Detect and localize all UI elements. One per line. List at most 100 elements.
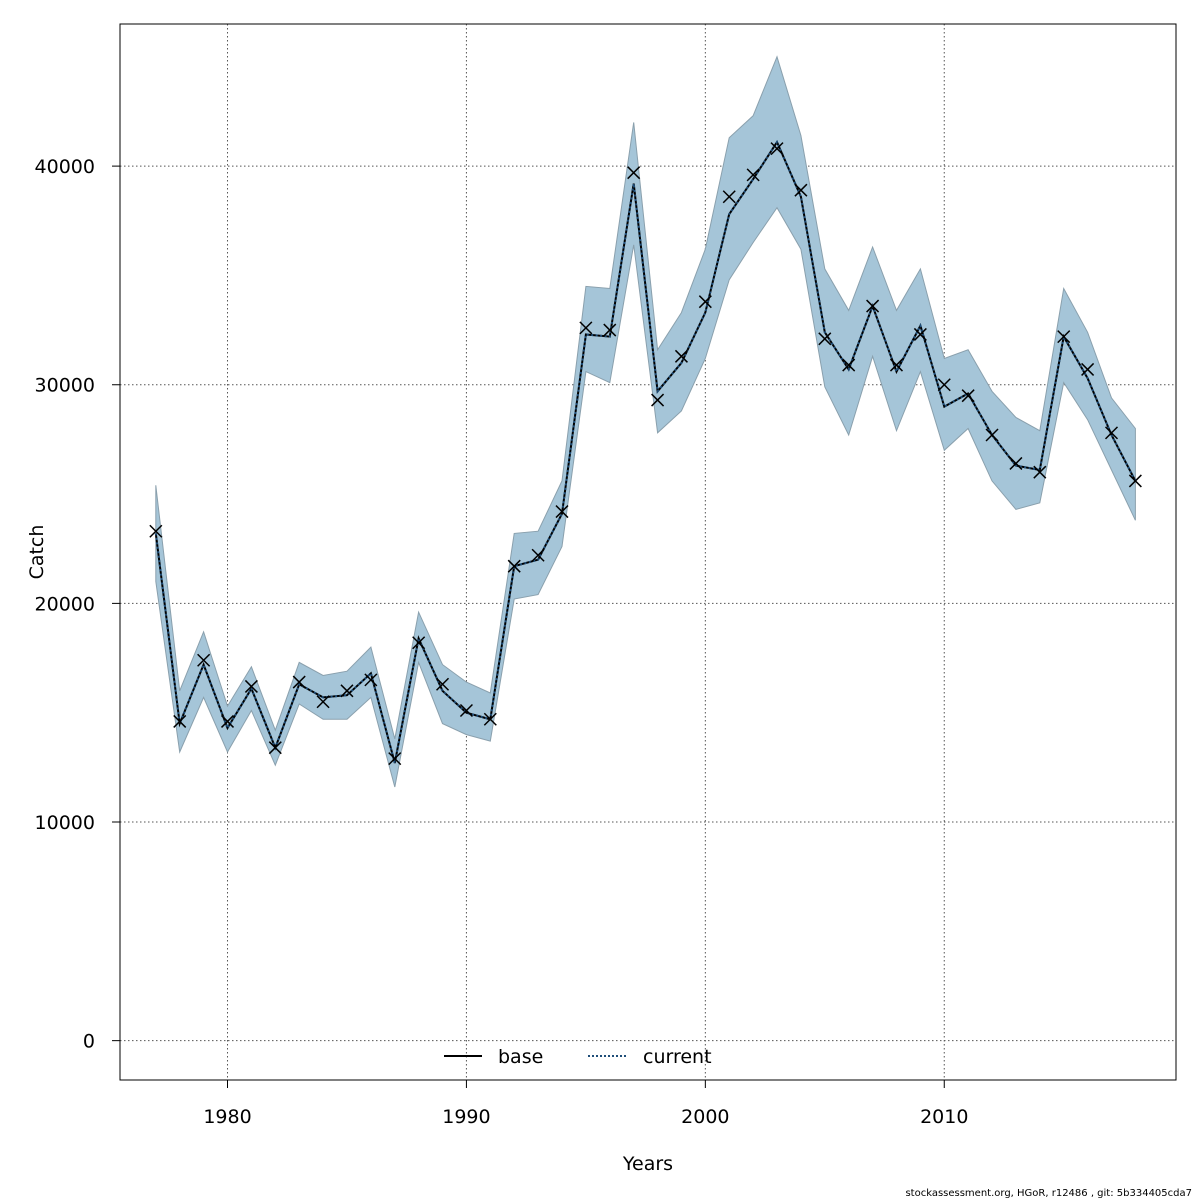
observed-point bbox=[173, 714, 187, 728]
observed-point bbox=[1128, 474, 1142, 488]
observed-point bbox=[985, 428, 999, 442]
observed-point bbox=[149, 524, 163, 538]
observed-point bbox=[244, 679, 258, 693]
observed-point bbox=[913, 327, 927, 341]
observed-point bbox=[220, 714, 235, 728]
observed-point bbox=[1009, 456, 1023, 470]
observed-point bbox=[698, 295, 712, 309]
observed-point-stroke bbox=[483, 712, 497, 726]
observed-point bbox=[627, 166, 641, 180]
observed-point-stroke bbox=[436, 677, 450, 691]
y-tick-label: 40000 bbox=[35, 156, 95, 178]
observed-point bbox=[507, 559, 521, 573]
observed-point-stroke bbox=[1128, 474, 1142, 488]
observed-point-stroke bbox=[746, 168, 760, 182]
y-tick-label: 30000 bbox=[35, 375, 95, 397]
observed-point-stroke bbox=[1081, 362, 1095, 376]
observed-point bbox=[1104, 426, 1119, 440]
observed-point bbox=[316, 695, 330, 709]
observed-point-stroke bbox=[268, 741, 282, 755]
observed-point bbox=[818, 332, 832, 346]
observed-point-stroke bbox=[364, 673, 378, 687]
observed-point-stroke bbox=[244, 679, 258, 693]
observed-point-stroke bbox=[316, 695, 330, 709]
observed-point bbox=[1081, 362, 1095, 376]
observed-point-stroke bbox=[985, 428, 999, 442]
observed-point-stroke bbox=[220, 714, 235, 728]
observed-point-stroke bbox=[722, 190, 736, 204]
observed-point-stroke bbox=[531, 548, 545, 562]
observed-point bbox=[388, 752, 402, 766]
observed-point bbox=[412, 636, 426, 650]
x-tick-label: 1990 bbox=[442, 1106, 490, 1128]
observed-point-stroke bbox=[173, 714, 187, 728]
observed-point bbox=[436, 677, 450, 691]
observed-point bbox=[770, 142, 784, 156]
observed-point bbox=[340, 684, 354, 698]
observed-point-stroke bbox=[627, 166, 641, 180]
observed-point bbox=[674, 349, 688, 363]
observed-point bbox=[268, 741, 282, 755]
legend-label-current: current bbox=[643, 1046, 712, 1068]
observed-point-stroke bbox=[555, 505, 569, 519]
observed-point bbox=[292, 675, 306, 689]
observed-markers-layer bbox=[149, 142, 1142, 766]
confidence-band-layer bbox=[155, 55, 1136, 788]
legend: base current bbox=[444, 1046, 712, 1068]
observed-point bbox=[555, 505, 569, 519]
observed-point-stroke bbox=[937, 378, 951, 392]
observed-point-stroke bbox=[1057, 330, 1071, 344]
observed-point bbox=[866, 299, 880, 313]
observed-point bbox=[651, 393, 665, 407]
observed-point-stroke bbox=[961, 389, 975, 403]
observed-point bbox=[889, 358, 904, 372]
plot-background bbox=[120, 24, 1176, 1080]
observed-point-stroke bbox=[388, 752, 402, 766]
observed-point-stroke bbox=[842, 358, 856, 372]
footer-credit: stockassessment.org, HGoR, r12486 , git:… bbox=[905, 1188, 1192, 1199]
observed-point-stroke bbox=[794, 183, 808, 197]
observed-point-stroke bbox=[1009, 456, 1023, 470]
observed-point-stroke bbox=[459, 703, 473, 718]
observed-point-stroke bbox=[674, 349, 688, 363]
observed-point-stroke bbox=[818, 332, 832, 346]
observed-point bbox=[531, 548, 545, 562]
observed-point-stroke bbox=[698, 295, 712, 309]
observed-point-stroke bbox=[292, 675, 306, 689]
y-tick-label: 10000 bbox=[35, 812, 95, 834]
confidence-band bbox=[155, 55, 1136, 788]
observed-point-stroke bbox=[603, 323, 617, 337]
x-tick-label: 1980 bbox=[203, 1106, 251, 1128]
observed-point bbox=[197, 653, 211, 667]
observed-point bbox=[746, 168, 760, 182]
observed-point bbox=[459, 703, 473, 718]
observed-point bbox=[603, 323, 617, 337]
observed-point-stroke bbox=[197, 653, 211, 667]
x-axis-title: Years bbox=[622, 1153, 673, 1175]
observed-point-stroke bbox=[913, 327, 927, 341]
plot-frame bbox=[119, 23, 1177, 1081]
observed-point-stroke bbox=[149, 524, 163, 538]
x-tick-label: 2000 bbox=[681, 1106, 729, 1128]
axis-ticks-layer: 1980 1990 2000 2010 0 10000 20000 30000 40000 bbox=[35, 156, 969, 1128]
observed-point bbox=[1033, 465, 1047, 479]
observed-point bbox=[722, 190, 736, 204]
observed-point bbox=[842, 358, 856, 372]
y-axis-title: Catch bbox=[26, 525, 48, 580]
observed-point bbox=[483, 712, 497, 726]
observed-point bbox=[1057, 330, 1071, 344]
observed-point bbox=[961, 389, 975, 403]
x-tick-label: 2010 bbox=[920, 1106, 968, 1128]
observed-point bbox=[937, 378, 951, 392]
observed-point-stroke bbox=[889, 358, 904, 372]
observed-point-stroke bbox=[1033, 465, 1047, 479]
legend-label-base: base bbox=[498, 1046, 543, 1068]
observed-point-stroke bbox=[507, 559, 521, 573]
observed-point-stroke bbox=[651, 393, 665, 407]
observed-point-stroke bbox=[1104, 426, 1119, 440]
grid-lines bbox=[120, 24, 1176, 1080]
y-tick-label: 0 bbox=[83, 1031, 95, 1053]
observed-point-stroke bbox=[866, 299, 880, 313]
observed-point-stroke bbox=[340, 684, 354, 698]
